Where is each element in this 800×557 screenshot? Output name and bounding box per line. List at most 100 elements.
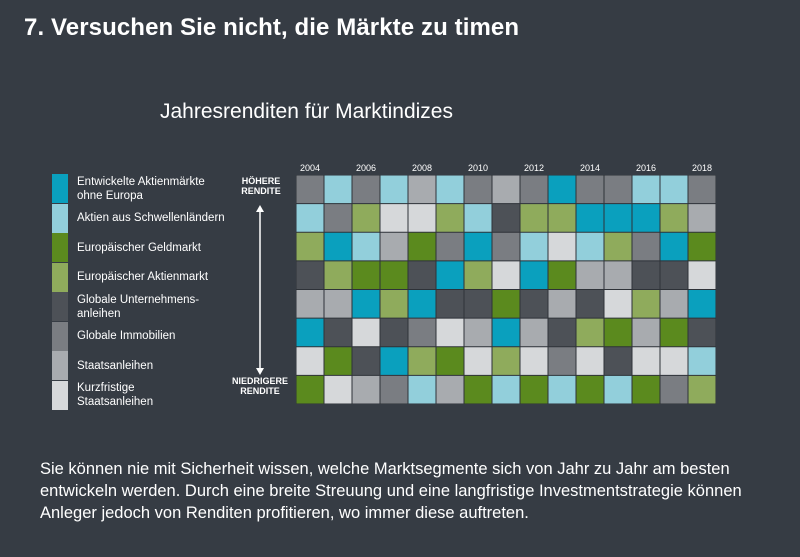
heatmap-cell-2014-rank-6 bbox=[576, 318, 604, 347]
heatmap-cell-2014-rank-5 bbox=[576, 290, 604, 318]
heatmap-cell-2008-rank-4 bbox=[408, 261, 436, 289]
heatmap-cell-2014-rank-8 bbox=[576, 375, 604, 404]
heatmap-cell-2017-rank-7 bbox=[660, 347, 688, 375]
heatmap-cell-2007-rank-7 bbox=[380, 347, 408, 375]
x-tick-label: 2012 bbox=[524, 163, 544, 173]
heatmap-cell-2006-rank-1 bbox=[352, 175, 380, 204]
heatmap-cell-2010-rank-6 bbox=[464, 318, 492, 347]
heatmap-cell-2005-rank-5 bbox=[324, 290, 352, 318]
heatmap-cell-2010-rank-5 bbox=[464, 290, 492, 318]
heatmap-cell-2012-rank-1 bbox=[520, 175, 548, 204]
legend-label: Staatsanleihen bbox=[77, 359, 154, 372]
heatmap-cell-2011-rank-2 bbox=[492, 204, 520, 232]
heatmap-cell-2017-rank-6 bbox=[660, 318, 688, 347]
heatmap-cell-2009-rank-7 bbox=[436, 347, 464, 375]
heatmap-cell-2017-rank-2 bbox=[660, 204, 688, 232]
heatmap-cell-2015-rank-3 bbox=[604, 232, 632, 261]
x-tick-label: 2008 bbox=[412, 163, 432, 173]
x-tick-label: 2014 bbox=[580, 163, 600, 173]
legend-label: Aktien aus Schwellenländern bbox=[77, 212, 225, 224]
heatmap-cell-2018-rank-2 bbox=[688, 204, 716, 232]
heatmap-cell-2006-rank-6 bbox=[352, 318, 380, 347]
heatmap-cell-2015-rank-2 bbox=[604, 204, 632, 232]
heatmap-cell-2014-rank-1 bbox=[576, 175, 604, 204]
legend-label: Globale Unternehmens- anleihen bbox=[77, 293, 200, 320]
heatmap-cell-2004-rank-5 bbox=[296, 290, 324, 318]
heatmap-cell-2006-rank-5 bbox=[352, 290, 380, 318]
heatmap-cell-2009-rank-8 bbox=[436, 375, 464, 404]
heatmap-cell-2018-rank-3 bbox=[688, 232, 716, 261]
heatmap-cell-2010-rank-8 bbox=[464, 375, 492, 404]
slide-body-text: Sie können nie mit Sicherheit wissen, we… bbox=[40, 460, 742, 522]
heatmap-cell-2013-rank-1 bbox=[548, 175, 576, 204]
heatmap-cell-2005-rank-6 bbox=[324, 318, 352, 347]
heatmap-cell-2013-rank-8 bbox=[548, 375, 576, 404]
heatmap-cell-2012-rank-3 bbox=[520, 232, 548, 261]
heatmap-cell-2013-rank-4 bbox=[548, 261, 576, 289]
heatmap-cell-2011-rank-7 bbox=[492, 347, 520, 375]
heatmap-cell-2007-rank-3 bbox=[380, 232, 408, 261]
legend-item-gi: Globale Immobilien bbox=[52, 321, 292, 351]
heatmap-cell-2011-rank-3 bbox=[492, 232, 520, 261]
heatmap-cell-2015-rank-6 bbox=[604, 318, 632, 347]
heatmap-cell-2010-rank-1 bbox=[464, 175, 492, 204]
heatmap-cell-2010-rank-2 bbox=[464, 204, 492, 232]
heatmap-cell-2016-rank-5 bbox=[632, 290, 660, 318]
legend-swatch bbox=[52, 292, 68, 321]
heatmap-cell-2008-rank-7 bbox=[408, 347, 436, 375]
heatmap-cell-2004-rank-6 bbox=[296, 318, 324, 347]
heatmap-cell-2016-rank-1 bbox=[632, 175, 660, 204]
x-tick-label: 2006 bbox=[356, 163, 376, 173]
heatmap-cell-2016-rank-8 bbox=[632, 375, 660, 404]
heatmap-cell-2004-rank-4 bbox=[296, 261, 324, 289]
x-tick-label: 2004 bbox=[300, 163, 320, 173]
heatmap-cell-2017-rank-1 bbox=[660, 175, 688, 204]
heatmap-cell-2016-rank-7 bbox=[632, 347, 660, 375]
heatmap-cell-2018-rank-1 bbox=[688, 175, 716, 204]
heatmap-cell-2017-rank-4 bbox=[660, 261, 688, 289]
legend-label: Globale Immobilien bbox=[77, 330, 176, 342]
heatmap-cell-2008-rank-2 bbox=[408, 204, 436, 232]
heatmap-cell-2012-rank-6 bbox=[520, 318, 548, 347]
heatmap-cell-2013-rank-5 bbox=[548, 290, 576, 318]
heatmap-cell-2012-rank-7 bbox=[520, 347, 548, 375]
chart-title: Jahresrenditen für Marktindizes bbox=[160, 100, 453, 123]
legend-swatch bbox=[52, 174, 68, 203]
legend-label: Europäischer Aktienmarkt bbox=[77, 271, 209, 283]
heatmap-cell-2015-rank-4 bbox=[604, 261, 632, 289]
legend-item-ks: Kurzfristige Staatsanleihen bbox=[52, 380, 292, 410]
legend-item-gu: Globale Unternehmens- anleihen bbox=[52, 292, 292, 321]
heatmap-cell-2007-rank-5 bbox=[380, 290, 408, 318]
heatmap-cell-2012-rank-8 bbox=[520, 375, 548, 404]
heatmap-cell-2011-rank-1 bbox=[492, 175, 520, 204]
heatmap-cell-2018-rank-4 bbox=[688, 261, 716, 289]
legend-swatch bbox=[52, 203, 68, 233]
heatmap-cell-2005-rank-2 bbox=[324, 204, 352, 232]
heatmap-cell-2006-rank-2 bbox=[352, 204, 380, 232]
heatmap-cell-2006-rank-7 bbox=[352, 347, 380, 375]
vertical-double-arrow-icon bbox=[256, 205, 264, 375]
heatmap-cell-2008-rank-8 bbox=[408, 375, 436, 404]
legend-swatch bbox=[52, 351, 68, 380]
heatmap-cell-2012-rank-4 bbox=[520, 261, 548, 289]
heatmap-cell-2010-rank-3 bbox=[464, 232, 492, 261]
x-tick-label: 2016 bbox=[636, 163, 656, 173]
heatmap-cell-2014-rank-7 bbox=[576, 347, 604, 375]
heatmap-cell-2015-rank-7 bbox=[604, 347, 632, 375]
heatmap-cell-2007-rank-6 bbox=[380, 318, 408, 347]
legend-item-ea: Entwickelte Aktienmärkte ohne Europa bbox=[52, 174, 292, 203]
heatmap-cell-2010-rank-7 bbox=[464, 347, 492, 375]
legend-label: Europäischer Geldmarkt bbox=[77, 241, 201, 254]
heatmap-cell-2012-rank-5 bbox=[520, 290, 548, 318]
heatmap-cell-2013-rank-3 bbox=[548, 232, 576, 261]
heatmap-cell-2018-rank-5 bbox=[688, 290, 716, 318]
heatmap-cell-2013-rank-6 bbox=[548, 318, 576, 347]
heatmap-cell-2004-rank-8 bbox=[296, 375, 324, 404]
y-top-label: HÖHERE RENDITE bbox=[241, 176, 281, 196]
heatmap-cell-2005-rank-4 bbox=[324, 261, 352, 289]
heatmap-cell-2013-rank-2 bbox=[548, 204, 576, 232]
slide-title: 7. Versuchen Sie nicht, die Märkte zu ti… bbox=[24, 14, 520, 41]
legend-swatch bbox=[52, 233, 68, 262]
heatmap-cell-2011-rank-8 bbox=[492, 375, 520, 404]
legend-label: Entwickelte Aktienmärkte ohne Europa bbox=[77, 175, 205, 202]
